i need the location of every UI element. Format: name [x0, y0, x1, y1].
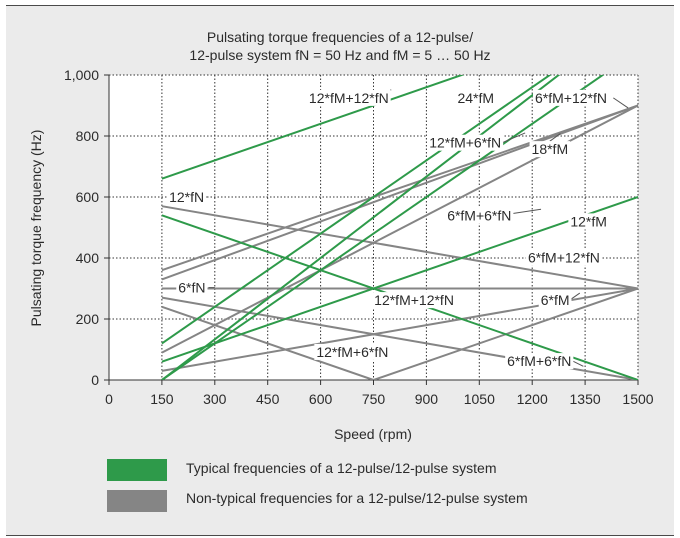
line-annotation: 6*fM+6*fN: [507, 353, 571, 369]
annotation-background: [533, 89, 609, 106]
y-tick-label: 1,000: [64, 67, 99, 83]
legend-swatch-typical: [107, 459, 167, 481]
non-typical-frequency-line: [161, 205, 638, 290]
line-annotation: 24*fM: [457, 90, 494, 106]
y-tick-label: 0: [91, 372, 99, 388]
annotation-background: [167, 189, 207, 205]
legend-label-non-typical: Non-typical frequencies for a 12-pulse/1…: [186, 490, 528, 506]
annotation-background: [427, 134, 504, 151]
annotation-background: [568, 213, 609, 230]
x-tick-label: 600: [309, 391, 333, 407]
line-annotation: 12*fM+12*fN: [309, 90, 389, 106]
line-annotation: 12*fM: [570, 213, 607, 229]
typical-frequency-line: [161, 75, 465, 180]
annotation-background: [529, 141, 571, 158]
legend-swatch-non-typical: [107, 490, 167, 512]
line-annotation: 6*fM+12*fN: [528, 249, 600, 265]
annotation-background: [505, 353, 574, 370]
typical-frequency-line: [161, 196, 638, 363]
x-tick-label: 0: [105, 391, 113, 407]
annotation-background: [306, 89, 391, 106]
x-tick-label: 150: [150, 391, 174, 407]
annotation-background: [525, 249, 602, 266]
typical-frequency-line: [161, 75, 561, 380]
annotation-layer: 12*fM+12*fN 24*fM 6*fM+12*fN 12*fM+6*fN 18*f…: [167, 89, 629, 370]
line-annotation: 12*fM+12*fN: [374, 292, 454, 308]
annotation-leader: [549, 133, 561, 142]
annotation-background: [372, 292, 456, 309]
axes-layer: 0 150 300 450 600 750 900 1050 1200 1350 1500 0 200 4…: [64, 67, 654, 407]
chart-figure: Pulsating torque frequencies of a 12-pul…: [6, 5, 674, 536]
line-annotation: 6*fN: [178, 280, 205, 296]
chart-plot: 0 150 300 450 600 750 900 1050 1200 1350 1500 0 200 4…: [28, 67, 654, 442]
x-tick-label: 750: [362, 391, 386, 407]
x-tick-label: 900: [415, 391, 439, 407]
x-axis-label: Speed (rpm): [334, 426, 412, 442]
legend-label-typical: Typical frequencies of a 12-pulse/12-pul…: [186, 460, 497, 476]
annotation-leader: [510, 208, 542, 215]
annotation-background: [176, 279, 208, 296]
line-annotation: 12*fN: [169, 189, 204, 205]
x-tick-label: 1050: [464, 391, 495, 407]
line-annotation: 6*fM+12*fN: [535, 90, 607, 106]
y-tick-label: 800: [76, 128, 100, 144]
x-tick-label: 300: [203, 391, 227, 407]
x-tick-label: 1350: [570, 391, 601, 407]
y-tick-label: 200: [76, 311, 100, 327]
y-axis-label: Pulsating torque frequency (Hz): [28, 130, 44, 327]
chart-title-line-2: 12-pulse system fN = 50 Hz and fM = 5 … …: [189, 47, 491, 63]
annotation-background: [445, 207, 514, 224]
y-tick-label: 400: [76, 250, 100, 266]
typical-frequency-line: [161, 75, 552, 345]
line-annotation: 18*fM: [532, 141, 569, 157]
annotation-background: [538, 292, 572, 309]
annotation-background: [314, 343, 391, 360]
line-annotation: 12*fM+6*fN: [316, 344, 388, 360]
annotation-leader: [570, 292, 581, 300]
line-annotation: 12*fM+6*fN: [429, 135, 501, 151]
annotation-background: [455, 89, 497, 106]
annotation-leader: [502, 132, 526, 144]
line-annotation: 6*fM+6*fN: [447, 207, 511, 223]
y-tick-label: 600: [76, 189, 100, 205]
x-tick-label: 1200: [517, 391, 548, 407]
chart-title-line-1: Pulsating torque frequencies of a 12-pul…: [206, 29, 474, 45]
x-tick-label: 450: [256, 391, 280, 407]
x-tick-label: 1500: [622, 391, 653, 407]
line-annotation: 6*fM: [541, 292, 570, 308]
annotation-leader: [613, 97, 629, 109]
